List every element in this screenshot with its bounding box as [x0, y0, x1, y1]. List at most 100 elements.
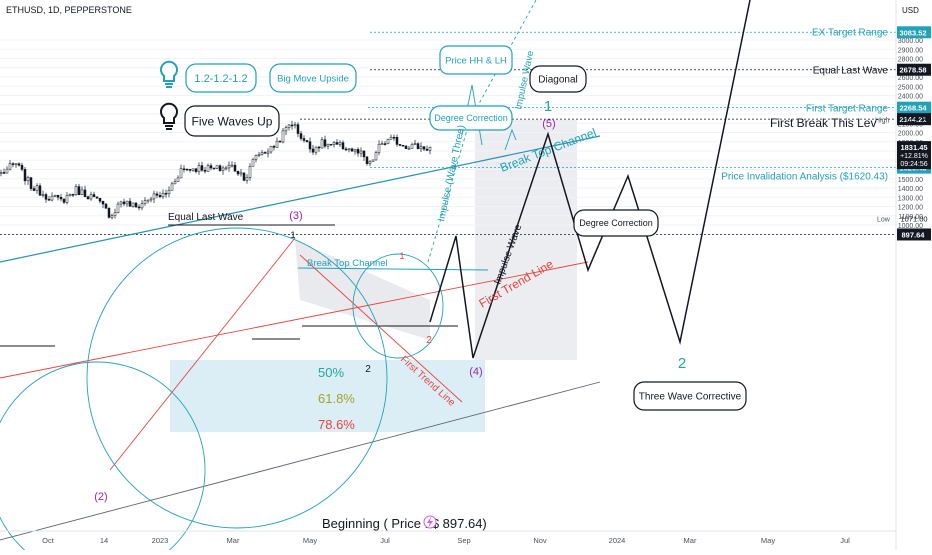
candle-body: [332, 142, 336, 145]
candle-body: [404, 145, 408, 149]
candle-body: [170, 183, 174, 191]
candle-body: [239, 172, 243, 175]
candle-body: [62, 198, 66, 203]
note-diagonal-box: [529, 65, 587, 93]
candle-body: [137, 206, 141, 209]
candle-body: [95, 196, 99, 199]
candle-body: [254, 155, 258, 160]
candle-body: [344, 148, 348, 151]
candle-body: [317, 146, 321, 149]
candle-body: [143, 200, 147, 204]
y-tick-label: 2500.00: [898, 84, 923, 91]
candle-body: [89, 194, 93, 200]
candle-body: [83, 189, 87, 197]
note-five-waves-box: [184, 105, 280, 137]
candle-body: [371, 159, 375, 162]
candle-body: [101, 200, 105, 205]
candle-body: [251, 159, 255, 167]
y-tick-label: 2400.00: [898, 94, 923, 101]
level-label-invalidation: Price Invalidation Analysis ($1620.43): [721, 172, 888, 183]
candle-body: [308, 141, 312, 150]
label-equal-last-wave-left: Equal Last Wave: [168, 212, 244, 223]
candle-body: [152, 193, 156, 200]
candle-body: [203, 170, 207, 172]
candle-body: [386, 139, 390, 144]
candle-body: [230, 164, 234, 167]
wave-label: 2: [426, 335, 432, 346]
projection-path: [429, 0, 751, 359]
candle-body: [326, 144, 330, 147]
x-tick-label: Mar: [684, 536, 697, 545]
candle-body: [74, 186, 78, 195]
note-price-hh: Price HH & LH: [445, 55, 507, 66]
candle-body: [134, 202, 138, 208]
candle-body: [392, 136, 396, 139]
current-price-bg: [897, 141, 931, 170]
candle-body: [296, 124, 300, 134]
current-price: 1831.45: [900, 143, 927, 152]
candle-body: [314, 146, 318, 153]
x-tick-label: May: [761, 536, 775, 545]
candle-body: [23, 169, 27, 182]
impulse-arrow-path: [427, 0, 537, 263]
candle-body: [185, 168, 189, 171]
y-tick-label: 3000.00: [898, 38, 923, 45]
note-ratio-box: [185, 63, 257, 93]
note-five-waves: Five Waves Up: [192, 114, 273, 128]
trend-line-steep: [109, 237, 296, 471]
candle-body: [305, 140, 309, 142]
candle-body: [191, 168, 195, 171]
wave-label: (5): [542, 118, 555, 130]
candle-body: [113, 212, 117, 216]
candle-body: [242, 172, 246, 181]
candle-body: [233, 164, 237, 172]
candle-body: [350, 148, 354, 152]
candle-body: [401, 145, 405, 147]
candle-body: [374, 152, 378, 161]
price-label: 2268.54: [899, 104, 927, 113]
candle-body: [197, 165, 201, 172]
channel-bottom-line: [0, 381, 601, 541]
candle-body: [110, 215, 114, 218]
candle-body: [221, 167, 225, 171]
wave-circle: [86, 227, 388, 529]
price-label-bg: [897, 26, 931, 39]
candle-body: [272, 146, 276, 148]
fib-label: 50%: [318, 365, 344, 380]
price-label: 2144.21: [899, 115, 926, 124]
candle-body: [158, 195, 162, 198]
current-change: +12.81%: [900, 153, 928, 160]
price-label-bg: [897, 101, 931, 114]
price-label-bg: [897, 228, 931, 241]
candle-body: [131, 202, 135, 207]
high-value: 2141.75: [900, 115, 927, 124]
candle-body: [59, 197, 63, 200]
wave-circle: [352, 253, 444, 359]
candle-body: [125, 200, 129, 205]
fib-label: 61.8%: [318, 391, 355, 406]
trend-line-lower: [0, 261, 589, 379]
candle-body: [359, 150, 363, 154]
candle-body: [164, 192, 168, 195]
candle-body: [365, 156, 369, 164]
candle-body: [302, 138, 306, 141]
level-label-first-target: First Target Range: [806, 104, 889, 115]
candle-body: [8, 163, 12, 170]
candle-body: [419, 146, 423, 150]
candle-body: [422, 146, 426, 150]
candle-body: [215, 165, 219, 169]
candle-body: [176, 177, 180, 182]
candle-body: [35, 185, 39, 191]
candle-body: [257, 154, 261, 156]
candle-body: [293, 124, 297, 126]
candle-body: [29, 177, 33, 189]
candle-body: [188, 169, 192, 171]
candle-body: [416, 143, 420, 150]
candle-body: [362, 150, 366, 158]
candle-body: [146, 199, 150, 202]
candle-body: [428, 147, 432, 151]
wave-label: (2): [94, 491, 107, 503]
note-degree-correction: Degree Correction: [579, 218, 653, 228]
